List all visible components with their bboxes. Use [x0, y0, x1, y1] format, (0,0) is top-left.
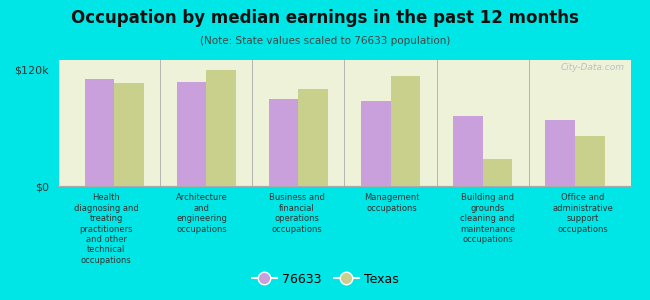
- Bar: [391, 76, 420, 186]
- Bar: [575, 136, 604, 186]
- Legend: 76633, Texas: 76633, Texas: [246, 268, 404, 291]
- Bar: [206, 70, 236, 186]
- Text: Health
diagnosing and
treating
practitioners
and other
technical
occupations: Health diagnosing and treating practitio…: [74, 194, 138, 265]
- Text: Building and
grounds
cleaning and
maintenance
occupations: Building and grounds cleaning and mainte…: [460, 194, 515, 244]
- Bar: [545, 120, 575, 186]
- Text: Occupation by median earnings in the past 12 months: Occupation by median earnings in the pas…: [71, 9, 579, 27]
- Text: Business and
financial
operations
occupations: Business and financial operations occupa…: [269, 194, 325, 234]
- Text: Management
occupations: Management occupations: [365, 194, 420, 213]
- Text: (Note: State values scaled to 76633 population): (Note: State values scaled to 76633 popu…: [200, 36, 450, 46]
- Text: Architecture
and
engineering
occupations: Architecture and engineering occupations: [176, 194, 227, 234]
- Bar: [483, 159, 512, 186]
- Bar: [114, 83, 144, 186]
- Bar: [361, 101, 391, 186]
- Bar: [84, 80, 114, 186]
- Bar: [177, 82, 206, 186]
- Bar: [453, 116, 483, 186]
- Bar: [269, 99, 298, 186]
- Text: Office and
administrative
support
occupations: Office and administrative support occupa…: [552, 194, 613, 234]
- Bar: [298, 89, 328, 186]
- Text: City-Data.com: City-Data.com: [561, 62, 625, 71]
